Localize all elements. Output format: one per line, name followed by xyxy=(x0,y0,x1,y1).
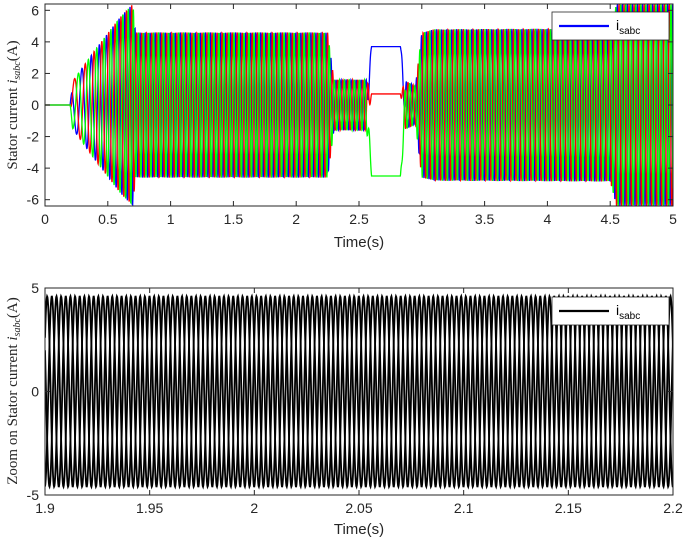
bottom-x-tick-label: 2.2 xyxy=(663,500,683,516)
top-x-tick-label: 2.5 xyxy=(349,211,369,227)
bottom-y-axis-label: Zoom on Stator current isabc(A) xyxy=(5,297,23,484)
top-x-axis-label: Time(s) xyxy=(334,234,384,251)
bottom-y-tick-label: 5 xyxy=(31,280,39,296)
top-x-tick-label: 4.5 xyxy=(600,211,620,227)
top-x-tick-label: 0 xyxy=(41,211,49,227)
bottom-x-tick-label: 2.1 xyxy=(454,500,474,516)
top-y-tick-label: 6 xyxy=(31,2,39,18)
top-series-line xyxy=(45,4,673,206)
top-y-tick-label: 4 xyxy=(31,34,39,50)
top-x-tick-label: 3.5 xyxy=(475,211,495,227)
bottom-series-line xyxy=(45,293,673,490)
top-plot-area xyxy=(45,4,673,206)
top-y-tick-label: 2 xyxy=(31,65,39,81)
bottom-plot-area xyxy=(45,293,673,490)
top-y-tick-label: 0 xyxy=(31,97,39,113)
top-series-line xyxy=(45,4,673,206)
bottom-series-line xyxy=(45,295,673,488)
top-legend-label: isabc xyxy=(616,17,640,37)
bottom-x-tick-label: 1.9 xyxy=(35,500,55,516)
bottom-legend: isabc xyxy=(551,296,670,326)
top-ticks: 0 0.5 1 1.5 2 2.5 3 3.5 4 4.5 5 -6 -4 -2 0 2 4 6 xyxy=(27,2,678,227)
top-y-tick-label: -6 xyxy=(27,192,40,208)
top-x-tick-label: 4 xyxy=(544,211,552,227)
bottom-y-tick-label: 0 xyxy=(31,384,39,400)
top-x-tick-label: 1.5 xyxy=(224,211,244,227)
bottom-x-tick-label: 2.05 xyxy=(345,500,372,516)
top-x-tick-label: 1 xyxy=(167,211,175,227)
top-series-line xyxy=(45,4,673,206)
top-y-tick-label: -4 xyxy=(27,160,40,176)
bottom-chart: 1.9 1.95 2 2.05 2.1 2.15 2.2 -5 0 5 Time(s) Zoom … xyxy=(5,280,683,538)
bottom-legend-label: isabc xyxy=(616,302,640,322)
top-x-tick-label: 3 xyxy=(418,211,426,227)
bottom-x-axis-label: Time(s) xyxy=(334,521,384,538)
top-y-axis-label: Stator current isabc(A) xyxy=(5,40,23,169)
bottom-x-tick-label: 2.15 xyxy=(555,500,582,516)
top-x-tick-label: 5 xyxy=(669,211,677,227)
bottom-x-tick-label: 2 xyxy=(250,500,258,516)
top-y-tick-label: -2 xyxy=(27,129,40,145)
top-x-tick-label: 0.5 xyxy=(98,211,118,227)
bottom-x-tick-label: 1.95 xyxy=(136,500,163,516)
top-x-tick-label: 2 xyxy=(292,211,300,227)
bottom-ticks: 1.9 1.95 2 2.05 2.1 2.15 2.2 -5 0 5 xyxy=(27,280,683,516)
top-legend: isabc xyxy=(551,11,670,41)
bottom-y-tick-label: -5 xyxy=(27,487,40,503)
